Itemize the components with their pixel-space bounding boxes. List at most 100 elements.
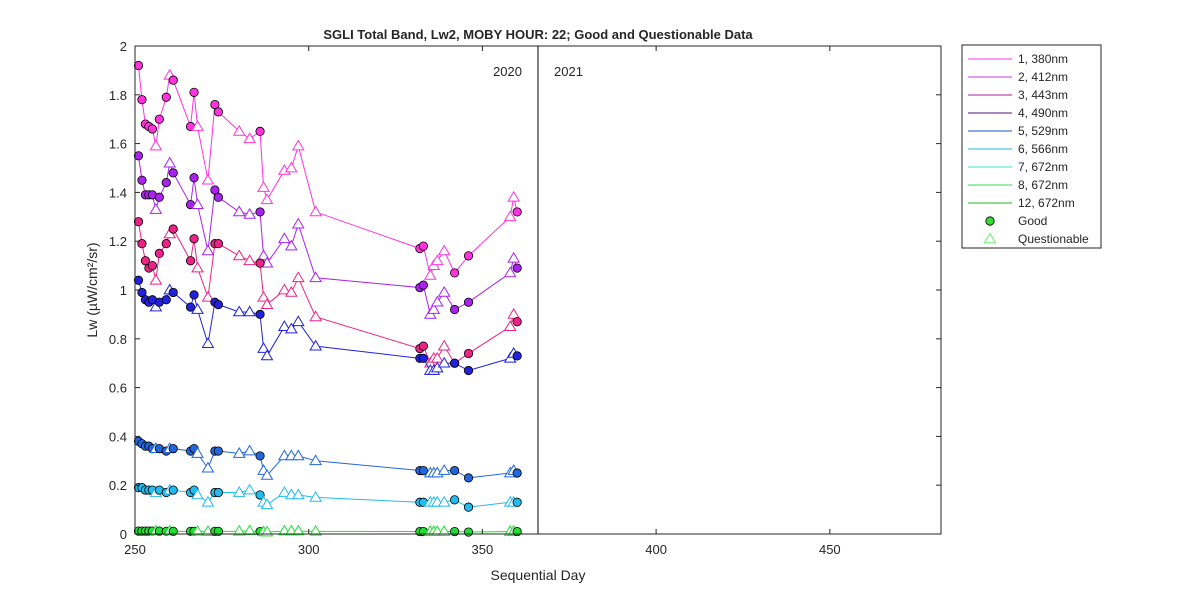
good-point	[140, 256, 151, 266]
questionable-point	[243, 444, 257, 456]
y-tick-label: 2	[120, 39, 127, 54]
good-point	[255, 126, 265, 136]
questionable-point	[191, 261, 204, 273]
legend-label: 3, 443nm	[1018, 88, 1068, 102]
y-axis: 0 0.2 0.4 0.6 0.8 1 1.2 1.4 1.6 1.8 2	[109, 39, 941, 542]
good-point	[450, 358, 460, 368]
legend-marker-questionable	[983, 232, 997, 244]
questionable-point	[191, 488, 204, 500]
questionable-point	[437, 244, 451, 256]
questionable-point	[260, 193, 274, 205]
good-point	[255, 207, 265, 217]
questionable-point	[191, 120, 204, 131]
good-point	[512, 497, 522, 507]
x-axis: 250 300 350 400 450	[124, 46, 841, 557]
questionable-point	[507, 307, 521, 319]
good-point	[450, 465, 460, 476]
legend-label: 4, 490nm	[1018, 106, 1068, 120]
good-point	[168, 287, 178, 298]
legend-marker-good	[985, 216, 995, 226]
good-point	[133, 151, 144, 161]
good-point	[161, 178, 171, 188]
good-point	[168, 168, 178, 178]
good-point	[213, 239, 223, 249]
good-point	[463, 502, 474, 512]
legend-label: 2, 412nm	[1018, 70, 1068, 84]
questionable-point	[232, 446, 246, 458]
good-point	[255, 258, 265, 268]
questionable-point	[260, 298, 274, 309]
good-point	[213, 300, 223, 310]
y-tick-label: 0.4	[109, 429, 127, 444]
legend-label: 6, 566nm	[1018, 142, 1068, 156]
questionable-point	[309, 490, 323, 502]
questionable-point	[291, 217, 305, 229]
questionable-point	[309, 271, 323, 283]
questionable-point	[243, 132, 257, 144]
questionable-point	[309, 524, 323, 536]
y-tick-label: 0	[120, 527, 127, 542]
good-point	[213, 192, 223, 202]
good-point	[213, 487, 223, 498]
good-point	[189, 173, 199, 183]
questionable-point	[232, 205, 246, 217]
good-point	[168, 224, 178, 234]
good-point	[512, 207, 522, 217]
questionable-point	[232, 486, 246, 497]
questionable-point	[260, 468, 274, 480]
good-point	[189, 290, 199, 300]
questionable-point	[309, 205, 323, 217]
questionable-point	[278, 486, 291, 497]
questionable-point	[437, 495, 451, 507]
good-point	[463, 365, 474, 376]
good-point	[189, 87, 199, 97]
questionable-point	[503, 266, 517, 278]
questionable-point	[257, 290, 270, 302]
questionable-point	[149, 202, 163, 214]
series-6	[133, 483, 522, 512]
questionable-point	[278, 283, 291, 295]
y-tick-label: 1.2	[109, 234, 127, 249]
y-tick-label: 1	[120, 283, 127, 298]
x-axis-label: Sequential Day	[491, 567, 586, 583]
y-tick-label: 0.6	[109, 381, 127, 396]
year-label-left: 2020	[493, 64, 522, 79]
questionable-point	[437, 525, 451, 536]
legend-label: 12, 672nm	[1018, 196, 1075, 210]
questionable-point	[201, 337, 215, 349]
questionable-point	[257, 181, 270, 192]
questionable-point	[243, 305, 257, 317]
questionable-point	[232, 524, 246, 536]
legend: 1, 380nm 2, 412nm 3, 443nm 4, 490nm 5, 529nm…	[961, 44, 1102, 249]
questionable-point	[427, 303, 441, 314]
questionable-point	[260, 349, 274, 361]
questionable-point	[291, 488, 305, 500]
good-point	[161, 92, 171, 102]
good-point	[154, 248, 164, 258]
good-point	[185, 256, 196, 266]
good-point	[512, 468, 522, 478]
good-point	[161, 295, 171, 305]
questionable-point	[291, 524, 305, 536]
good-point	[147, 124, 157, 134]
questionable-point	[278, 320, 291, 331]
good-point	[168, 526, 178, 536]
good-point	[137, 95, 147, 105]
good-point	[137, 175, 147, 185]
questionable-point	[437, 285, 451, 297]
good-point	[133, 60, 144, 71]
questionable-point	[503, 210, 517, 222]
good-point	[463, 473, 474, 483]
good-point	[168, 75, 178, 85]
questionable-point	[201, 173, 215, 185]
questionable-point	[430, 295, 444, 307]
legend-label: 1, 380nm	[1018, 52, 1068, 66]
questionable-point	[291, 449, 305, 461]
questionable-point	[201, 461, 215, 473]
good-point	[418, 353, 428, 363]
good-point	[185, 302, 196, 312]
good-point	[418, 465, 428, 476]
questionable-point	[278, 232, 291, 244]
good-point	[463, 251, 474, 261]
